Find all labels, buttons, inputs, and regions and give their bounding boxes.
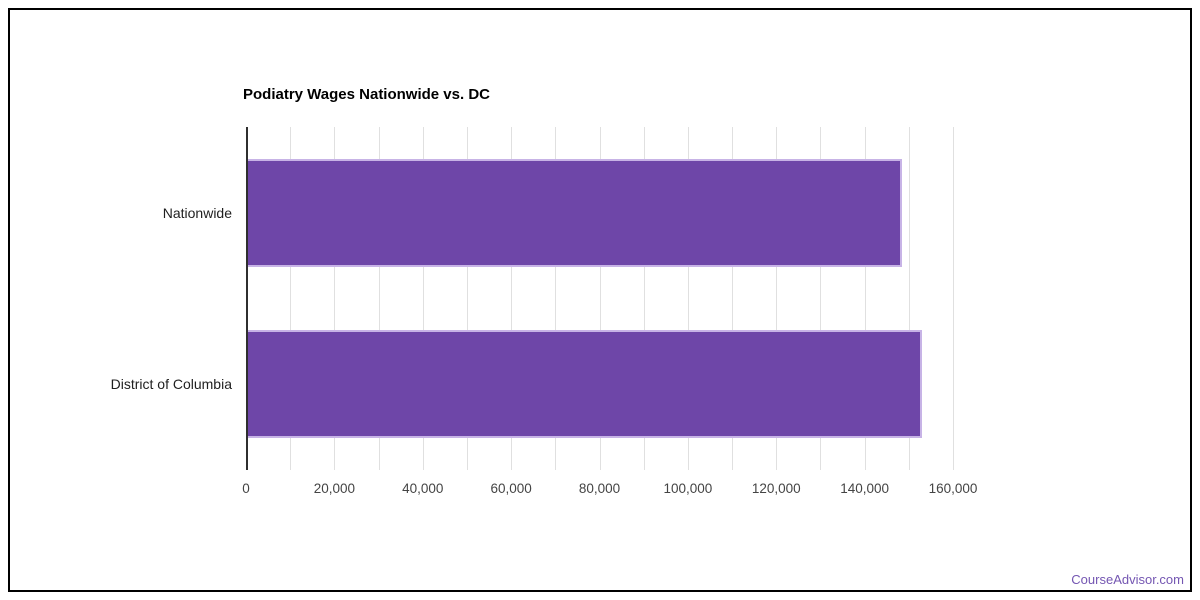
gridline-50000	[466, 127, 468, 470]
x-tick-label-60000: 60,000	[490, 481, 532, 496]
gridline-130000	[820, 127, 822, 470]
watermark-link[interactable]: CourseAdvisor.com	[1071, 572, 1184, 587]
x-tick-label-140000: 140,000	[840, 481, 890, 496]
gridline-150000	[908, 127, 910, 470]
gridline-100000	[687, 127, 689, 470]
y-axis-label-district-of-columbia: District of Columbia	[110, 376, 232, 393]
gridline-10000	[290, 127, 292, 470]
gridline-110000	[732, 127, 734, 470]
gridline-90000	[643, 127, 645, 470]
x-tick-label-0: 0	[242, 481, 250, 496]
gridline-140000	[864, 127, 866, 470]
y-axis-label-nationwide: Nationwide	[162, 204, 232, 221]
gridline-160000	[953, 127, 954, 470]
gridline-120000	[776, 127, 778, 470]
plot-area: Nationwide District of Columbia 0 20,000 40,…	[111, 127, 986, 496]
gridline-20000	[334, 127, 336, 470]
x-tick-label-20000: 20,000	[313, 481, 356, 496]
gridline-70000	[555, 127, 557, 470]
gridline-40000	[422, 127, 424, 470]
x-tick-label-40000: 40,000	[402, 481, 444, 496]
x-tick-label-120000: 120,000	[751, 481, 801, 496]
chart-title: Podiatry Wages Nationwide vs. DC	[243, 86, 490, 103]
chart-frame-border: Podiatry Wages Nationwide vs. DC Nationw…	[8, 8, 1192, 592]
bar-nationwide[interactable]	[248, 158, 902, 267]
gridline-30000	[378, 127, 380, 470]
x-tick-label-100000: 100,000	[663, 481, 713, 496]
gridline-60000	[511, 127, 513, 470]
y-axis-baseline	[246, 127, 248, 470]
x-tick-label-160000: 160,000	[928, 481, 978, 496]
gridline-80000	[599, 127, 601, 470]
bar-district-of-columbia[interactable]	[248, 330, 922, 439]
x-tick-label-80000: 80,000	[578, 481, 621, 496]
